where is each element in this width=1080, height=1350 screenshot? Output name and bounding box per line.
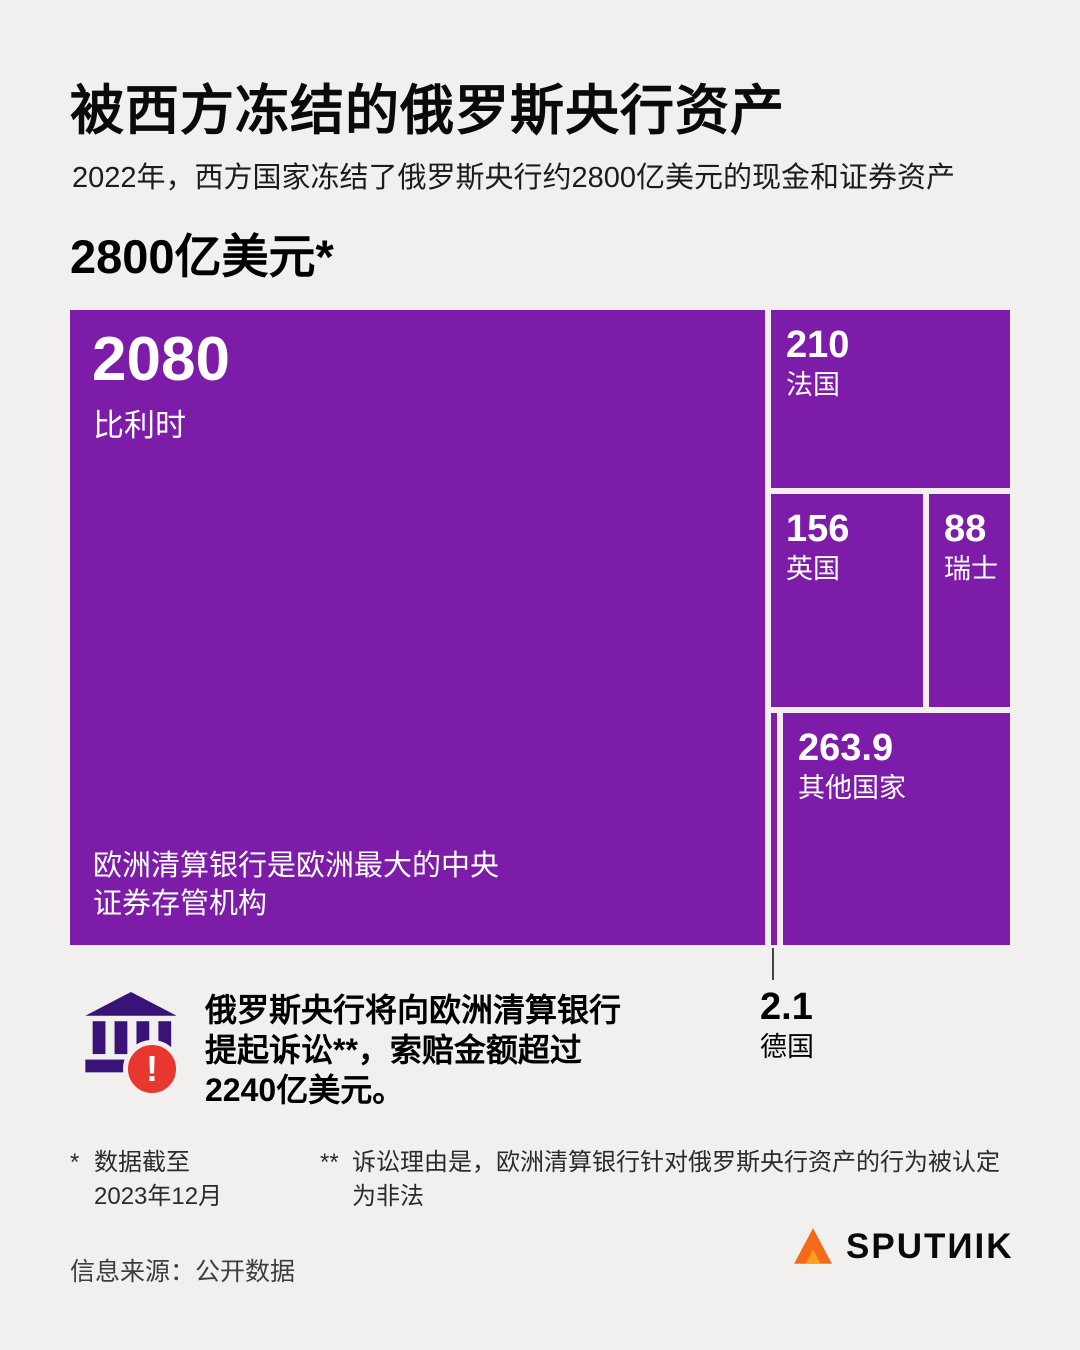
source-note: 信息来源：公开数据 [70, 1258, 296, 1286]
germany-value: 2.1 [760, 986, 813, 1028]
page-title: 被西方冻结的俄罗斯央行资产 [70, 81, 785, 141]
treemap-block-others: 263.9 其他国家 [783, 713, 1010, 945]
uk-label: 英国 [786, 554, 840, 584]
uk-value: 156 [786, 508, 850, 550]
switzerland-label: 瑞士 [944, 554, 998, 584]
belgium-note-line-2: 证券存管机构 [93, 888, 268, 920]
germany-label: 德国 [760, 1032, 814, 1062]
subtitle: 2022年，西方国家冻结了俄罗斯央行约2800亿美元的现金和证券资产 [72, 162, 956, 194]
brand-name: SPUTИIK [846, 1227, 1014, 1266]
footnote-2-line-1: 诉讼理由是，欧洲清算银行针对俄罗斯央行资产的行为被认定 [352, 1149, 1000, 1176]
switzerland-value: 88 [944, 508, 987, 550]
footnote-1-line-1: 数据截至 [94, 1149, 190, 1176]
belgium-value: 2080 [92, 325, 230, 394]
alert-exclamation-icon: ! [123, 1040, 181, 1098]
lawsuit-callout-text: 俄罗斯央行将向欧洲清算银行 提起诉讼**，索赔金额超过 2240亿美元。 [205, 990, 621, 1110]
total-amount-label: 2800亿美元* [70, 230, 334, 283]
treemap-chart: 2080 比利时 欧洲清算银行是欧洲最大的中央 证券存管机构 210 法国 15… [70, 310, 1010, 945]
treemap-block-switzerland: 88 瑞士 [929, 494, 1010, 707]
others-value: 263.9 [798, 727, 894, 769]
footnote-2-text: 诉讼理由是，欧洲清算银行针对俄罗斯央行资产的行为被认定 为非法 [352, 1146, 1000, 1214]
footnote-2-marker: ** [320, 1149, 339, 1176]
treemap-block-france: 210 法国 [771, 310, 1010, 488]
belgium-note-line-1: 欧洲清算银行是欧洲最大的中央 [93, 850, 500, 882]
france-value: 210 [786, 324, 850, 366]
footnote-2-line-2: 为非法 [352, 1183, 424, 1210]
germany-callout: 2.1 德国 [760, 984, 814, 1064]
belgium-label: 比利时 [93, 408, 186, 443]
callout-line-2: 提起诉讼**，索赔金额超过 [205, 1032, 582, 1068]
callout-line-1: 俄罗斯央行将向欧洲清算银行 [205, 992, 622, 1028]
footnote-1-line-2: 2023年12月 [94, 1183, 223, 1210]
treemap-block-germany [771, 713, 777, 945]
sputnik-icon [794, 1228, 832, 1264]
germany-leader-line [772, 948, 774, 980]
treemap-block-uk: 156 英国 [771, 494, 923, 707]
belgium-note: 欧洲清算银行是欧洲最大的中央 证券存管机构 [93, 847, 499, 923]
others-label: 其他国家 [798, 773, 906, 803]
footnote-1-text: 数据截至 2023年12月 [94, 1146, 222, 1214]
france-label: 法国 [786, 370, 840, 400]
treemap-block-belgium: 2080 比利时 欧洲清算银行是欧洲最大的中央 证券存管机构 [70, 310, 765, 945]
callout-line-3: 2240亿美元。 [205, 1072, 405, 1108]
brand-logo: SPUTИIK [790, 1226, 1014, 1268]
footnote-1-marker: * [70, 1149, 80, 1176]
